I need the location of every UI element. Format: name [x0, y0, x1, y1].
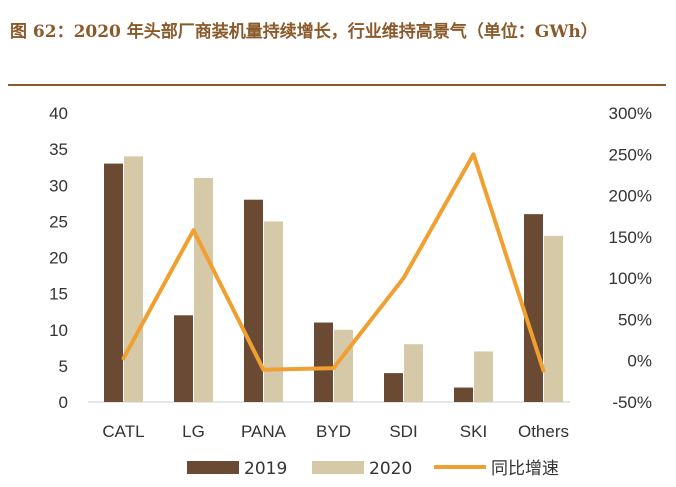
left-axis-ticks: 0 5 10 15 20 25 30 35 40 [49, 104, 68, 412]
bar-2019 [174, 315, 193, 402]
bar-2019 [384, 373, 403, 402]
category-label: BYD [316, 422, 351, 441]
right-tick-label: 100% [609, 269, 652, 288]
bar-2019 [244, 199, 263, 402]
legend-swatch [187, 461, 239, 474]
left-tick-label: 10 [49, 321, 68, 340]
right-tick-label: 250% [609, 145, 652, 164]
bar-2020 [124, 156, 143, 402]
category-label: SKI [460, 422, 487, 441]
left-tick-label: 0 [59, 393, 68, 412]
right-tick-label: 300% [609, 104, 652, 123]
left-tick-label: 5 [59, 357, 68, 376]
right-tick-label: 50% [618, 310, 652, 329]
left-tick-label: 15 [49, 285, 68, 304]
legend: 2019 2020 同比增速 [187, 459, 559, 479]
legend-label: 同比增速 [491, 459, 559, 479]
left-tick-label: 30 [49, 176, 68, 195]
chart-title: 图 62：2020 年头部厂商装机量持续增长，行业维持高景气（单位：GWh） [10, 22, 598, 42]
right-tick-label: 150% [609, 228, 652, 247]
legend-label: 2019 [244, 459, 287, 479]
bar-2020 [194, 178, 213, 402]
bar-2019 [314, 322, 333, 402]
category-label: SDI [389, 422, 417, 441]
left-tick-label: 40 [49, 104, 68, 123]
legend-label: 2020 [369, 459, 412, 479]
category-label: PANA [241, 422, 287, 441]
left-tick-label: 25 [49, 212, 68, 231]
bar-2020 [404, 344, 423, 402]
bar-2020 [544, 235, 563, 402]
category-label: Others [518, 422, 569, 441]
right-tick-label: 0% [627, 352, 652, 371]
bar-2019 [454, 387, 473, 402]
left-tick-label: 20 [49, 249, 68, 268]
bar-2019 [524, 214, 543, 402]
left-tick-label: 35 [49, 140, 68, 159]
bar-2020 [474, 351, 493, 402]
bar-2019 [104, 163, 123, 402]
growth-line-group [121, 152, 546, 373]
bar-2020 [264, 221, 283, 402]
title-divider [8, 84, 666, 86]
right-tick-label: 200% [609, 187, 652, 206]
category-label: CATL [102, 422, 144, 441]
legend-swatch [312, 461, 364, 474]
right-tick-label: -50% [612, 393, 652, 412]
category-label: LG [182, 422, 205, 441]
category-labels: CATL LG PANA BYD SDI SKI Others [102, 422, 569, 441]
right-axis-ticks: -50% 0% 50% 100% 150% 200% 250% 300% [609, 104, 652, 412]
